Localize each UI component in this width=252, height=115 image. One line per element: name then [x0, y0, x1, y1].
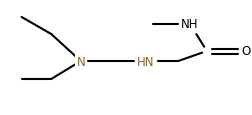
Text: NH: NH [181, 18, 199, 31]
Text: N: N [76, 55, 85, 68]
Text: HN: HN [137, 55, 154, 68]
Text: O: O [241, 45, 250, 58]
